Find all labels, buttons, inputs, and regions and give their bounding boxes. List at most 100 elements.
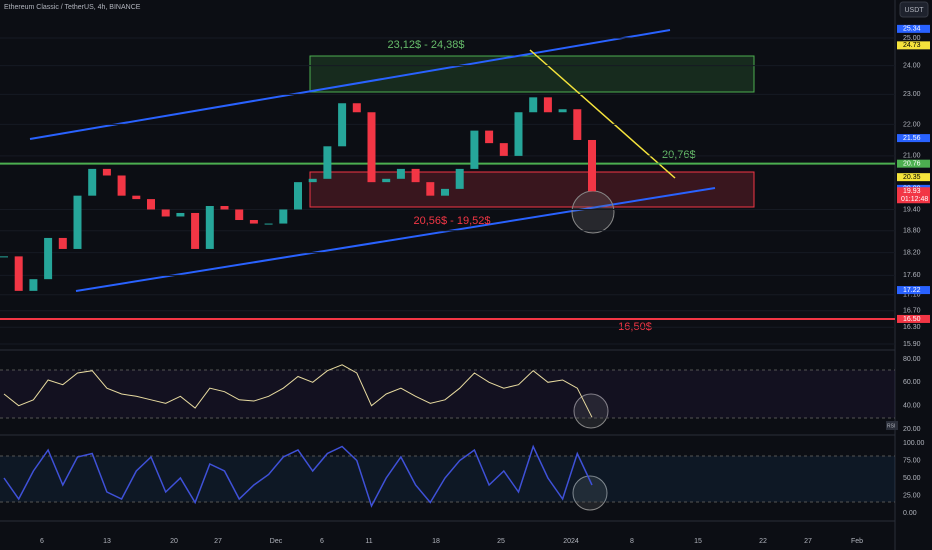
candle xyxy=(543,97,552,113)
price-badge xyxy=(897,173,930,182)
price-badge xyxy=(897,286,930,295)
candle xyxy=(485,130,494,144)
candle xyxy=(235,209,244,221)
zone-label: 20,56$ - 19,52$ xyxy=(413,215,490,227)
price-badge-label: 24.73 xyxy=(903,42,921,49)
price-tick-label: 22.00 xyxy=(903,121,921,128)
rsi-line xyxy=(3,364,593,418)
candle xyxy=(220,205,229,210)
stoch-tick-label: 100.00 xyxy=(903,440,925,447)
time-tick-label: 18 xyxy=(432,538,440,545)
time-tick-label: Feb xyxy=(851,538,863,545)
price-tick-label: 19.40 xyxy=(903,206,921,213)
candle xyxy=(308,178,317,183)
target-label: 20,76$ xyxy=(662,149,696,161)
channel-lower xyxy=(75,187,716,292)
price-badge xyxy=(897,41,930,50)
currency-button[interactable] xyxy=(899,1,929,18)
price-badge xyxy=(897,134,930,143)
symbol-title: Ethereum Classic / TetherUS, 4h, BINANCE xyxy=(4,4,141,11)
candle xyxy=(411,168,420,183)
candle xyxy=(573,109,582,140)
price-badge-label: 17.22 xyxy=(903,287,921,294)
stoch-band xyxy=(0,456,895,502)
candle xyxy=(529,97,538,113)
stoch-tick-label: 25.00 xyxy=(903,492,921,499)
rsi-band xyxy=(0,370,895,418)
candle xyxy=(117,175,126,196)
support-zone xyxy=(309,171,755,208)
candle xyxy=(0,256,8,258)
highlight-circle xyxy=(573,393,609,429)
stoch-tick-label: 75.00 xyxy=(903,457,921,464)
candle xyxy=(279,209,288,224)
candle xyxy=(338,103,347,147)
price-tick-label: 21.00 xyxy=(903,153,921,160)
price-badge-label: 21.56 xyxy=(903,135,921,142)
price-tick-label: 18.20 xyxy=(903,249,921,256)
price-badge-label: 19.93 xyxy=(903,188,921,195)
price-badge-label: 20.35 xyxy=(903,174,921,181)
price-badge xyxy=(897,159,930,168)
candle xyxy=(58,237,67,249)
candle xyxy=(205,205,214,249)
price-tick-label: 16.30 xyxy=(903,324,921,331)
candle xyxy=(161,209,170,217)
candle xyxy=(132,195,141,200)
price-tick-label: 25.00 xyxy=(903,35,921,42)
time-tick-label: 25 xyxy=(497,538,505,545)
price-badge-label: 20.76 xyxy=(903,161,921,168)
highlight-circle xyxy=(571,190,615,234)
candle xyxy=(396,168,405,179)
candle xyxy=(294,182,302,210)
candle xyxy=(88,168,97,196)
candle xyxy=(470,130,479,169)
time-tick-label: 11 xyxy=(365,538,372,545)
rsi-badge xyxy=(886,421,898,430)
time-tick-label: 27 xyxy=(804,538,812,545)
price-badge xyxy=(897,24,930,33)
resistance-zone xyxy=(309,55,755,93)
candle xyxy=(44,237,53,280)
price-tick-label: 15.90 xyxy=(903,341,921,348)
candle xyxy=(441,188,449,196)
highlight-circle xyxy=(572,475,608,511)
channel-upper xyxy=(29,29,671,140)
candle xyxy=(499,143,508,156)
candle xyxy=(367,112,376,183)
candle xyxy=(264,223,273,225)
price-tick-label: 23.00 xyxy=(903,91,921,98)
trend-line xyxy=(529,49,676,179)
candle xyxy=(176,212,185,217)
candle xyxy=(191,212,200,249)
rsi-tick-label: 80.00 xyxy=(903,356,921,363)
candle xyxy=(514,112,523,156)
time-tick-label: 8 xyxy=(630,538,634,545)
zone-label: 23,12$ - 24,38$ xyxy=(387,39,464,51)
price-badge xyxy=(897,187,930,204)
time-tick-label: 13 xyxy=(103,538,111,545)
time-tick-label: Dec xyxy=(270,538,283,545)
candle xyxy=(102,168,111,176)
price-badge xyxy=(897,314,930,323)
price-tick-label: 24.00 xyxy=(903,62,921,69)
stoch-tick-label: 50.00 xyxy=(903,475,921,482)
candle xyxy=(14,256,23,291)
candle xyxy=(352,103,361,113)
candle xyxy=(147,199,155,210)
currency-label[interactable]: USDT xyxy=(904,7,924,14)
time-tick-label: 20 xyxy=(170,538,178,545)
price-tick-label: 17.10 xyxy=(903,292,921,299)
rsi-tick-label: 20.00 xyxy=(903,426,921,433)
price-tick-label: 18.80 xyxy=(903,228,921,235)
time-tick-label: 15 xyxy=(694,538,702,545)
rsi-tick-label: 40.00 xyxy=(903,403,921,410)
time-tick-label: 22 xyxy=(759,538,767,545)
candle xyxy=(29,279,38,291)
candle xyxy=(558,109,567,113)
candle xyxy=(426,182,435,196)
countdown: 01:12:48 xyxy=(901,196,928,203)
candle xyxy=(73,195,82,249)
stoch-tick-label: 0.00 xyxy=(903,510,917,517)
